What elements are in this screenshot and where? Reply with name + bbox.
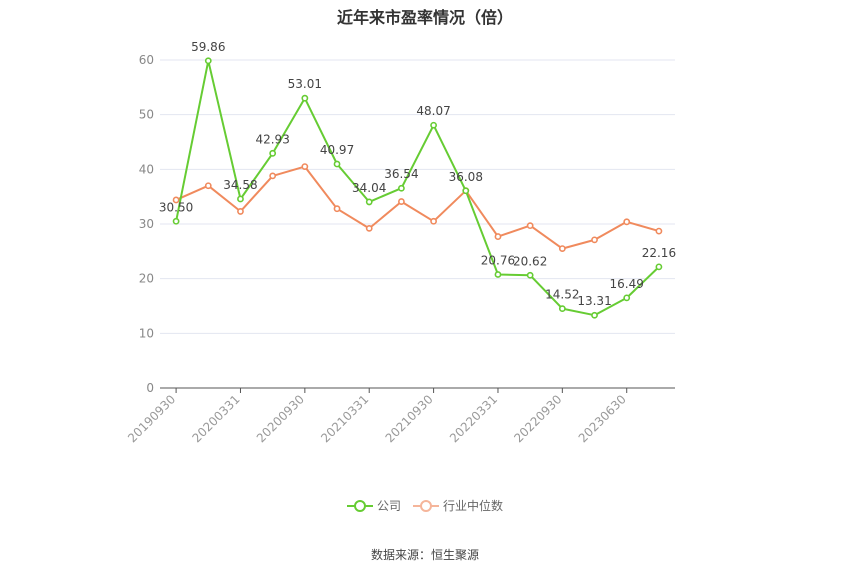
y-tick-label: 10 bbox=[139, 326, 154, 340]
data-label: 40.97 bbox=[320, 143, 354, 157]
y-tick-label: 40 bbox=[139, 162, 154, 176]
legend-item-industry-median[interactable]: 行业中位数 bbox=[413, 497, 503, 514]
x-tick-label: 20210331 bbox=[318, 392, 371, 445]
data-point-0 bbox=[494, 271, 502, 278]
legend-swatch-company bbox=[346, 499, 373, 513]
legend-label-company: 公司 bbox=[376, 499, 401, 513]
data-point-0 bbox=[333, 160, 341, 168]
data-point-0 bbox=[526, 271, 534, 279]
data-label: 42.93 bbox=[255, 132, 289, 146]
data-point-0 bbox=[269, 149, 277, 157]
y-tick-label: 20 bbox=[139, 272, 154, 286]
data-point-1 bbox=[558, 245, 566, 252]
data-point-0 bbox=[558, 305, 566, 313]
data-label: 13.31 bbox=[577, 294, 611, 308]
data-point-1 bbox=[333, 205, 341, 213]
data-label: 36.08 bbox=[449, 170, 483, 184]
data-label: 20.76 bbox=[481, 254, 515, 268]
data-label: 48.07 bbox=[416, 104, 450, 118]
data-point-0 bbox=[172, 217, 180, 225]
data-label: 34.58 bbox=[223, 178, 257, 192]
legend-label-industry-median: 行业中位数 bbox=[443, 499, 504, 513]
data-label: 20.62 bbox=[513, 254, 547, 268]
data-label: 16.49 bbox=[610, 277, 644, 291]
y-tick-label: 30 bbox=[139, 217, 154, 231]
data-point-1 bbox=[365, 224, 373, 232]
x-tick-label: 20230630 bbox=[576, 392, 629, 445]
data-point-0 bbox=[623, 294, 631, 302]
data-point-0 bbox=[204, 57, 212, 65]
data-point-1 bbox=[204, 182, 212, 190]
data-point-1 bbox=[237, 208, 244, 215]
data-label: 36.54 bbox=[384, 167, 418, 181]
y-tick-label: 60 bbox=[139, 53, 154, 67]
data-point-1 bbox=[494, 233, 502, 240]
data-label: 22.16 bbox=[642, 246, 676, 260]
x-tick-label: 20190930 bbox=[125, 392, 178, 445]
series-line-1 bbox=[175, 165, 660, 250]
data-point-1 bbox=[172, 196, 180, 204]
data-label: 14.52 bbox=[545, 288, 579, 302]
source-note: 数据来源：恒生聚源 bbox=[370, 548, 479, 562]
data-label: 34.04 bbox=[352, 181, 386, 195]
data-point-1 bbox=[623, 218, 631, 226]
data-point-0 bbox=[365, 198, 373, 206]
data-point-1 bbox=[591, 236, 598, 244]
legend-swatch-industry-median bbox=[413, 499, 439, 513]
data-point-0 bbox=[398, 184, 405, 192]
data-point-1 bbox=[269, 172, 277, 180]
legend: 公司 行业中位数 bbox=[0, 497, 850, 514]
y-tick-label: 50 bbox=[139, 108, 154, 122]
data-point-0 bbox=[301, 94, 309, 102]
data-point-1 bbox=[398, 198, 405, 205]
series-line-0 bbox=[175, 59, 660, 317]
data-point-0 bbox=[655, 263, 663, 271]
data-label: 30.50 bbox=[159, 200, 193, 214]
y-tick-label: 0 bbox=[146, 381, 154, 395]
x-tick-label: 20200331 bbox=[190, 392, 243, 445]
data-point-0 bbox=[462, 187, 470, 195]
data-label: 59.86 bbox=[191, 40, 225, 54]
data-point-1 bbox=[301, 163, 309, 170]
data-point-1 bbox=[430, 217, 437, 225]
chart-title: 近年来市盈率情况（倍） bbox=[336, 8, 513, 27]
x-tick-label: 20210930 bbox=[383, 392, 436, 445]
x-tick-label: 20220930 bbox=[511, 392, 564, 445]
data-point-1 bbox=[655, 227, 663, 235]
data-label: 53.01 bbox=[288, 77, 322, 91]
x-tick-label: 20220331 bbox=[447, 392, 500, 445]
data-point-0 bbox=[591, 311, 598, 319]
legend-item-company[interactable]: 公司 bbox=[346, 497, 401, 514]
data-point-0 bbox=[237, 195, 244, 203]
data-point-1 bbox=[526, 222, 534, 230]
data-point-0 bbox=[430, 121, 437, 129]
x-tick-label: 20200930 bbox=[254, 392, 307, 445]
